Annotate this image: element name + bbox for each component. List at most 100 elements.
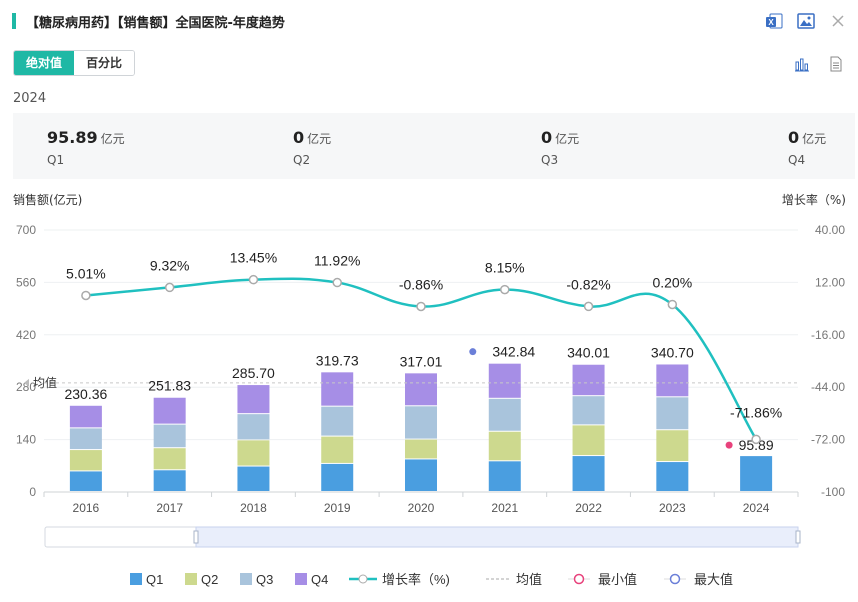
legend-label: 增长率（%) (382, 572, 450, 587)
bar-q2 (656, 430, 689, 462)
legend-swatch-q4 (295, 573, 307, 585)
bar-chart-view-icon[interactable] (792, 54, 812, 74)
bar-q1 (237, 466, 270, 491)
bar-total-label: 319.73 (316, 352, 359, 368)
growth-label: 5.01% (66, 265, 106, 281)
x-tick-label: 2024 (743, 501, 770, 515)
bar-total-label: 340.70 (651, 344, 694, 360)
quarter-summary: 95.89 亿元 Q1 0 亿元 Q2 0 亿元 Q3 0 亿元 Q4 (13, 113, 855, 179)
bar-q4 (153, 397, 186, 424)
y-tick-label: 0 (29, 485, 36, 499)
legend-max-marker (669, 573, 681, 585)
bar-q3 (572, 396, 605, 425)
zoom-selection (195, 526, 799, 548)
y-tick-label: 280 (16, 380, 36, 394)
bar-total-label: 95.89 (739, 437, 774, 453)
summary-value: 95.89 (47, 128, 98, 147)
bar-q3 (656, 397, 689, 430)
max-marker (469, 348, 477, 356)
summary-unit: 亿元 (307, 132, 332, 146)
bar-q4 (656, 364, 689, 397)
table-view-icon[interactable] (826, 54, 846, 74)
x-tick-label: 2016 (73, 501, 100, 515)
y-axis-title: 销售额(亿元) (13, 193, 83, 207)
image-download-icon[interactable] (796, 11, 816, 31)
legend-label: 最大值 (694, 572, 733, 587)
bar-q4 (321, 372, 354, 406)
summary-unit: 亿元 (802, 132, 827, 146)
y2-axis-title: 增长率（%) (781, 193, 846, 207)
title-accent-bar (12, 13, 16, 29)
bar-total-label: 340.01 (567, 345, 610, 361)
y-tick-label: 420 (16, 328, 36, 342)
x-tick-label: 2023 (659, 501, 686, 515)
growth-point (416, 301, 426, 312)
growth-label: 9.32% (150, 257, 190, 273)
bar-q4 (572, 364, 605, 396)
legend-swatch-q1 (130, 573, 142, 585)
bar-q1 (321, 463, 354, 491)
export-excel-icon[interactable]: X (764, 11, 784, 31)
svg-text:X: X (768, 18, 774, 27)
x-tick-label: 2018 (240, 501, 267, 515)
bar-q3 (153, 424, 186, 448)
legend-label: 最小值 (598, 572, 637, 587)
growth-point (81, 290, 91, 301)
y2-tick-label: -72.00 (811, 433, 845, 447)
growth-label: -71.86% (730, 404, 782, 420)
summary-quarter: Q4 (788, 153, 806, 167)
bar-total-label: 251.83 (148, 378, 191, 394)
bar-q2 (572, 425, 605, 456)
bar-q3 (69, 428, 102, 450)
bar-total-label: 230.36 (64, 386, 107, 402)
y-tick-label: 700 (16, 223, 36, 237)
growth-label: 8.15% (485, 260, 525, 276)
summary-value: 0 (293, 128, 305, 147)
bar-total-label: 342.84 (492, 344, 535, 360)
bar-q4 (405, 373, 437, 406)
percentage-button[interactable]: 百分比 (74, 51, 135, 75)
legend-label: 均值 (516, 572, 542, 587)
bar-q2 (237, 440, 270, 466)
growth-point (248, 274, 259, 285)
bar-total-label: 317.01 (400, 353, 443, 369)
bar-q1 (405, 459, 437, 491)
legend-label: Q2 (201, 572, 218, 587)
legend-min-marker (573, 573, 585, 585)
bar-q1 (69, 471, 102, 491)
chart-canvas: 0 140 280 420 560 700 -100 -72.00 -44.00 -16.00 12… (16, 223, 845, 587)
legend-label: Q1 (146, 572, 163, 587)
bar-q3 (321, 406, 354, 436)
summary-quarter: Q3 (541, 153, 559, 167)
min-marker (725, 441, 733, 449)
bar-q1 (740, 456, 773, 491)
growth-point (751, 434, 761, 445)
zoom-handle-right (795, 530, 801, 544)
legend-swatch-q2 (185, 573, 197, 585)
growth-label: 0.20% (652, 274, 692, 290)
chart-title: 【糖尿病用药】【销售额】全国医院-年度趋势 (12, 11, 285, 31)
y-tick-label: 560 (16, 275, 36, 289)
growth-label: 11.92% (314, 253, 360, 269)
y2-tick-label: -16.00 (811, 328, 845, 342)
value-mode-toggle[interactable]: 绝对值 百分比 (13, 50, 136, 76)
legend-label: Q3 (256, 572, 273, 587)
average-label: 均值 (33, 375, 57, 390)
bar-q2 (153, 448, 186, 470)
x-tick-label: 2019 (324, 501, 351, 515)
growth-point (667, 299, 678, 310)
bar-q4 (69, 405, 102, 428)
absolute-value-button[interactable]: 绝对值 (14, 51, 75, 75)
y2-tick-label: -100 (821, 485, 845, 499)
y2-tick-label: 40.00 (815, 223, 845, 237)
close-icon[interactable] (828, 11, 848, 31)
y-tick-label: 140 (16, 433, 36, 447)
bar-q1 (488, 461, 521, 491)
bar-q4 (237, 385, 270, 414)
bar-total-label: 285.70 (232, 365, 275, 381)
summary-value: 0 (541, 128, 553, 147)
legend-growth-marker (358, 574, 368, 584)
summary-quarter: Q1 (47, 153, 65, 167)
summary-unit: 亿元 (100, 132, 125, 146)
y2-tick-label: 12.00 (815, 275, 845, 289)
